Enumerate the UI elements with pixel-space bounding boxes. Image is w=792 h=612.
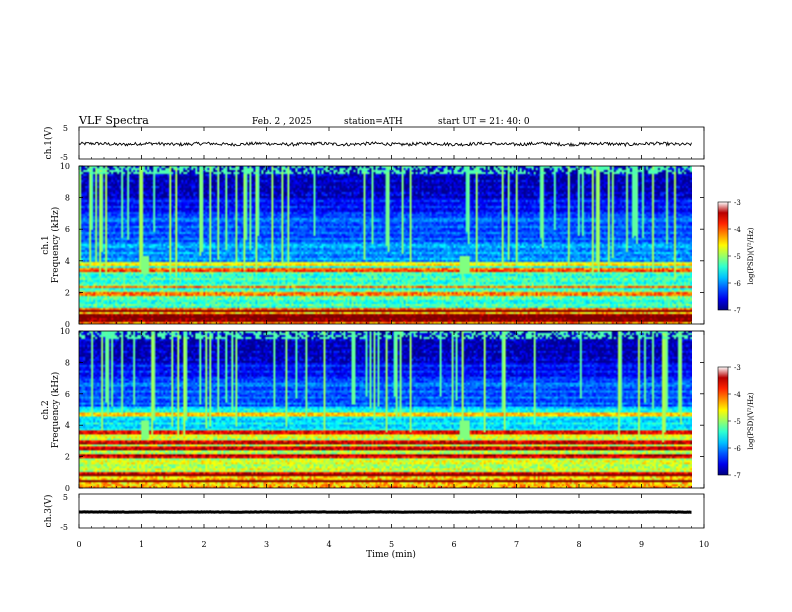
ch2-colorbar-tick-label: -3 (734, 364, 741, 372)
ch2-spectrogram-image (79, 331, 692, 488)
ch1-colorbar-tick-label: -3 (734, 199, 741, 207)
ch1-spectrogram-margin (692, 166, 704, 324)
ch1-colorbar-tick-label: -7 (734, 307, 741, 315)
ch2-colorbar-tick-label: -6 (734, 445, 741, 453)
ch2-spectrogram-ylabel: Frequency (kHz) (50, 372, 61, 449)
ch1-spectrogram-ytick-label: 10 (60, 162, 70, 171)
time-tick-label: 10 (699, 540, 709, 549)
ch2-spectrogram-ytick-label: 10 (60, 327, 70, 336)
time-tick-label: 9 (639, 540, 644, 549)
ch1-spectrogram-ytick-label: 8 (65, 194, 70, 203)
time-tick-label: 4 (326, 540, 331, 549)
ch1-ytick-bottom: -5 (60, 153, 68, 162)
ch1-spectrogram-ytick-label: 2 (65, 288, 70, 297)
ch1-spectrogram-panel: 0 2 4 6 8 10 ch.1 Frequency (kHz) -3 -4 -5 -6 -7 l… (41, 162, 755, 329)
ch2-colorbar-label: log(PSD)(V²/Hz) (747, 392, 755, 449)
ch2-spectrogram-ytick-label: 0 (65, 484, 70, 493)
ch2-spectrogram-yticks: 0 2 4 6 8 10 (60, 327, 704, 493)
time-tick-label: 3 (264, 540, 269, 549)
date-label: Feb. 2 , 2025 (252, 117, 312, 127)
ch3-waveform-ylabel: ch.3(V) (43, 495, 54, 528)
time-axis-label: Time (min) (366, 549, 416, 560)
time-axis: 0 1 2 3 4 5 6 7 8 9 10 (76, 127, 709, 549)
start-time-label: start UT = 21: 40: 0 (438, 117, 530, 127)
ch1-spectrogram-ylabel: Frequency (kHz) (50, 207, 61, 284)
ch2-spectrogram-channel-label: ch.2 (41, 400, 51, 419)
ch1-colorbar-scale (717, 201, 729, 311)
time-tick-label: 6 (451, 540, 456, 549)
ch2-spectrogram-ytick-label: 6 (65, 390, 70, 399)
ch1-waveform-frame (78, 126, 705, 160)
ch1-colorbar-tick-label: -5 (734, 253, 741, 261)
ch1-colorbar-tick-label: -6 (734, 280, 741, 288)
time-tick-label: 2 (201, 540, 206, 549)
ch2-spectrogram-ytick-label: 2 (65, 453, 70, 462)
ch2-colorbar-tick-label: -5 (734, 418, 741, 426)
time-tick-label: 7 (514, 540, 519, 549)
ch2-colorbar-tick-label: -7 (734, 472, 741, 480)
ch1-ytick-top: 5 (63, 124, 68, 133)
ch1-colorbar-label: log(PSD)(V²/Hz) (747, 227, 755, 284)
ch2-spectrogram-ytick-label: 4 (65, 421, 70, 430)
ch1-spectrogram-channel-label: ch.1 (41, 235, 51, 254)
ch1-waveform-panel: 5 -5 ch.1(V) (43, 124, 705, 162)
figure-title: VLF Spectra (78, 114, 149, 127)
time-tick-label: 0 (76, 540, 81, 549)
time-tick-label: 8 (576, 540, 581, 549)
ch2-colorbar-tick-label: -4 (734, 391, 741, 399)
station-label: station=ATH (344, 117, 403, 127)
ch2-colorbar-scale (717, 366, 729, 476)
ch3-ytick-top: 5 (63, 493, 68, 502)
ch1-spectrogram-yticks: 0 2 4 6 8 10 (60, 162, 704, 329)
ch2-spectrogram-margin (692, 331, 704, 488)
time-tick-label: 5 (389, 540, 394, 549)
ch1-colorbar-tick-label: -4 (734, 226, 741, 234)
ch1-spectrogram-ytick-label: 0 (65, 320, 70, 329)
time-tick-label: 1 (139, 540, 144, 549)
ch1-colorbar: -3 -4 -5 -6 -7 log(PSD)(V²/Hz) (717, 199, 755, 315)
ch3-waveform-panel: 5 -5 ch.3(V) (43, 493, 705, 532)
ch1-spectrogram-ytick-label: 4 (65, 257, 70, 266)
ch1-spectrogram-image (79, 166, 692, 324)
ch2-spectrogram-panel: 0 2 4 6 8 10 ch.2 Frequency (kHz) -3 -4 -5 -6 -7 l… (41, 327, 755, 493)
ch1-waveform-ylabel: ch.1(V) (43, 127, 54, 160)
ch2-colorbar: -3 -4 -5 -6 -7 log(PSD)(V²/Hz) (717, 364, 755, 480)
ch1-waveform-line (78, 141, 692, 148)
ch3-ytick-bottom: -5 (60, 523, 68, 532)
ch2-spectrogram-ytick-label: 8 (65, 358, 70, 367)
ch1-spectrogram-ytick-label: 6 (65, 225, 70, 234)
